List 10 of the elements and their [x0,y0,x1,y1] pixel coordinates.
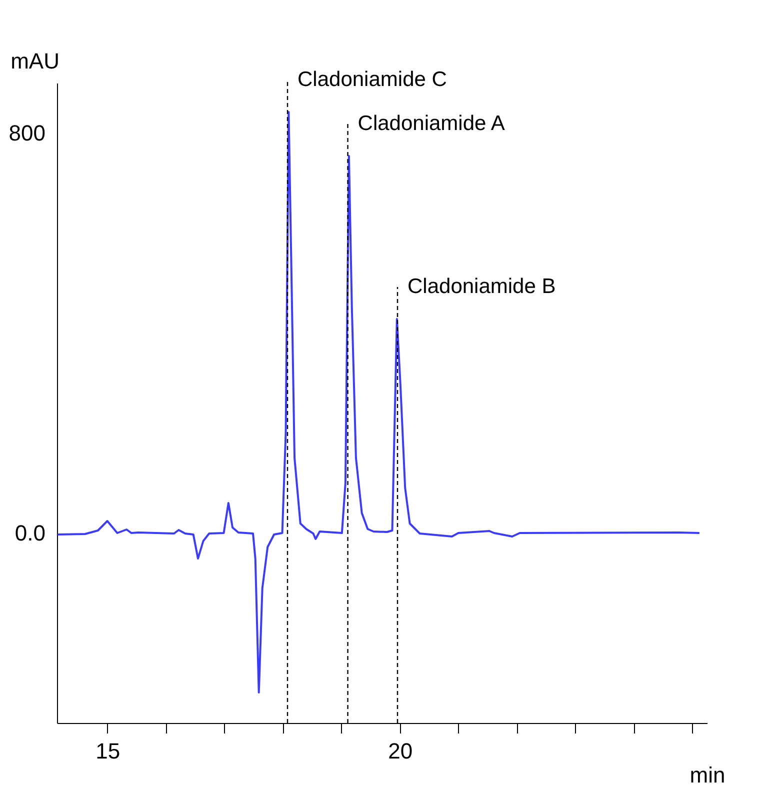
y-tick-label: 0.0 [14,520,46,546]
ref-line-label: Cladoniamide C [298,68,447,91]
ref-line-label: Cladoniamide B [408,275,556,298]
x-tick-label: 15 [96,738,120,764]
y-tick-label: 800 [8,120,46,146]
ref-line-label: Cladoniamide A [358,112,505,135]
y-axis-title: mAU [10,48,60,74]
x-axis-title: min [690,762,726,788]
line-series [56,111,700,694]
x-tick-label: 20 [388,738,413,764]
